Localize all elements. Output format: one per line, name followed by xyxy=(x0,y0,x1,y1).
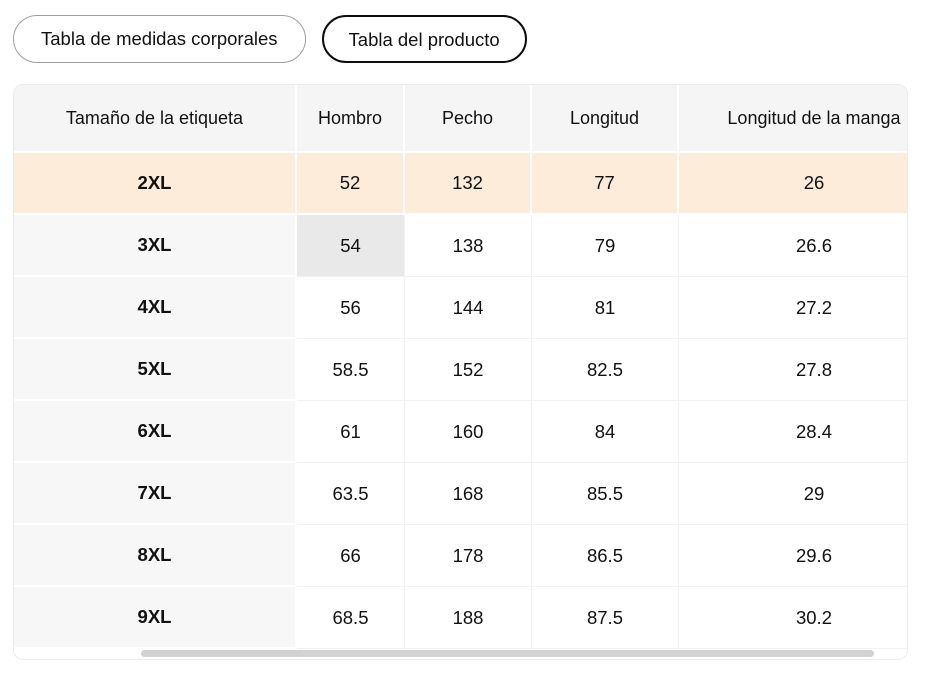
column-header-chest: Pecho xyxy=(405,85,532,153)
column-header-size: Tamaño de la etiqueta xyxy=(14,85,297,153)
scrollbar-thumb[interactable] xyxy=(141,650,874,657)
table-row: 8XL 66 178 86.5 29.6 xyxy=(14,525,907,587)
value-cell: 152 xyxy=(405,339,532,401)
value-cell: 61 xyxy=(297,401,405,463)
value-cell: 56 xyxy=(297,277,405,339)
value-cell: 26.6 xyxy=(679,215,907,277)
value-cell: 84 xyxy=(532,401,679,463)
size-table-container: Tamaño de la etiqueta Hombro Pecho Longi… xyxy=(13,84,908,660)
value-cell: 29 xyxy=(679,463,907,525)
value-cell: 52 xyxy=(297,153,405,215)
table-row: 5XL 58.5 152 82.5 27.8 xyxy=(14,339,907,401)
size-cell: 2XL xyxy=(14,153,297,215)
value-cell: 63.5 xyxy=(297,463,405,525)
table-row: 3XL 54 138 79 26.6 xyxy=(14,215,907,277)
tab-product-measurements[interactable]: Tabla del producto xyxy=(321,15,527,63)
value-cell: 66 xyxy=(297,525,405,587)
value-cell: 30.2 xyxy=(679,587,907,649)
value-cell: 77 xyxy=(532,153,679,215)
value-cell: 132 xyxy=(405,153,532,215)
value-cell: 144 xyxy=(405,277,532,339)
column-header-length: Longitud xyxy=(532,85,679,153)
table-row: 2XL 52 132 77 26 xyxy=(14,153,907,215)
value-cell: 29.6 xyxy=(679,525,907,587)
size-cell: 4XL xyxy=(14,277,297,339)
horizontal-scrollbar[interactable] xyxy=(14,649,907,659)
value-cell: 168 xyxy=(405,463,532,525)
size-table: Tamaño de la etiqueta Hombro Pecho Longi… xyxy=(14,85,907,649)
value-cell: 82.5 xyxy=(532,339,679,401)
value-cell: 85.5 xyxy=(532,463,679,525)
value-cell: 27.2 xyxy=(679,277,907,339)
size-cell: 8XL xyxy=(14,525,297,587)
value-cell: 54 xyxy=(297,215,405,277)
size-guide-panel: Tabla de medidas corporales Tabla del pr… xyxy=(13,15,932,660)
table-row: 4XL 56 144 81 27.2 xyxy=(14,277,907,339)
size-cell: 6XL xyxy=(14,401,297,463)
value-cell: 26 xyxy=(679,153,907,215)
tab-body-measurements[interactable]: Tabla de medidas corporales xyxy=(13,15,306,63)
value-cell: 68.5 xyxy=(297,587,405,649)
table-row: 6XL 61 160 84 28.4 xyxy=(14,401,907,463)
size-cell: 7XL xyxy=(14,463,297,525)
size-cell: 3XL xyxy=(14,215,297,277)
value-cell: 81 xyxy=(532,277,679,339)
table-header-row: Tamaño de la etiqueta Hombro Pecho Longi… xyxy=(14,85,907,153)
table-row: 7XL 63.5 168 85.5 29 xyxy=(14,463,907,525)
table-row: 9XL 68.5 188 87.5 30.2 xyxy=(14,587,907,649)
value-cell: 58.5 xyxy=(297,339,405,401)
value-cell: 28.4 xyxy=(679,401,907,463)
value-cell: 87.5 xyxy=(532,587,679,649)
size-cell: 9XL xyxy=(14,587,297,649)
size-cell: 5XL xyxy=(14,339,297,401)
size-chart-tabs: Tabla de medidas corporales Tabla del pr… xyxy=(13,15,932,63)
value-cell: 178 xyxy=(405,525,532,587)
value-cell: 160 xyxy=(405,401,532,463)
value-cell: 79 xyxy=(532,215,679,277)
value-cell: 138 xyxy=(405,215,532,277)
value-cell: 86.5 xyxy=(532,525,679,587)
value-cell: 27.8 xyxy=(679,339,907,401)
value-cell: 188 xyxy=(405,587,532,649)
table-body: 2XL 52 132 77 26 3XL 54 138 79 26.6 4XL 56 144 81 27.2… xyxy=(14,153,907,649)
column-header-sleeve: Longitud de la manga xyxy=(679,85,907,153)
column-header-shoulder: Hombro xyxy=(297,85,405,153)
